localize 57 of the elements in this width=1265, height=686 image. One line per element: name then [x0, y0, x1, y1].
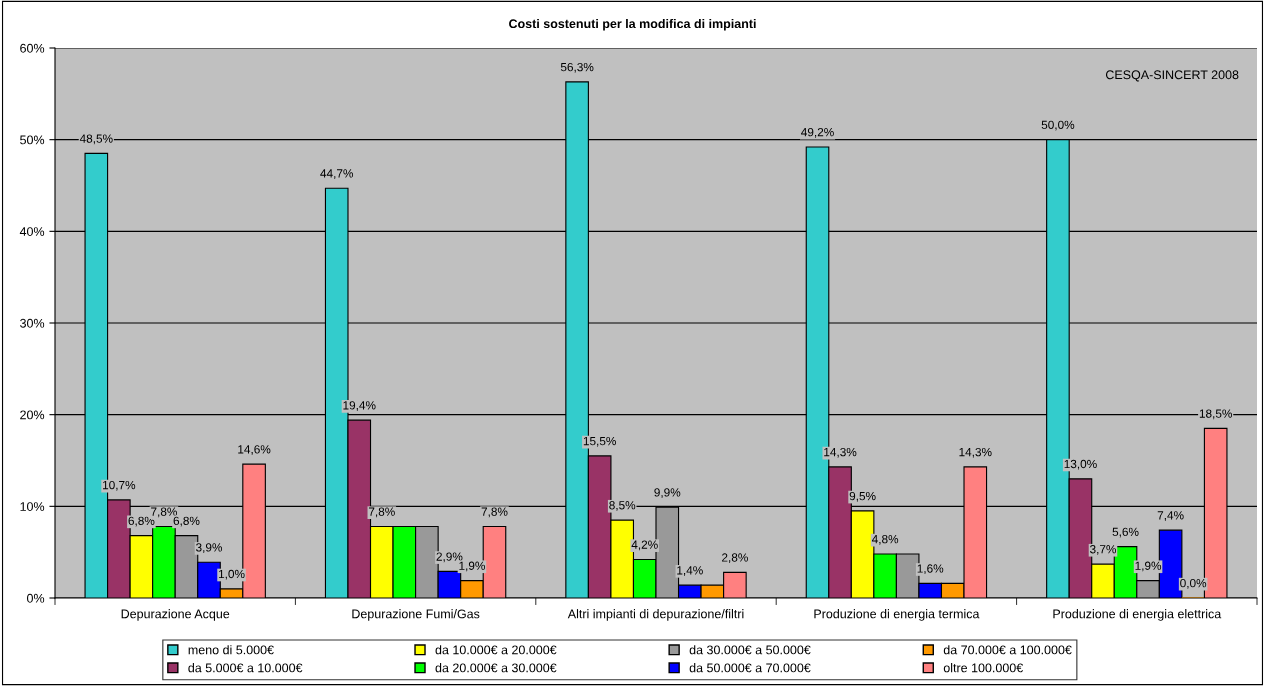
data-label: 14,6%	[238, 445, 271, 455]
data-label: 7,8%	[151, 507, 177, 518]
legend-label: meno di 5.000€	[188, 645, 274, 655]
data-label: 3,7%	[1089, 545, 1117, 555]
x-tick-label: Altri impianti di depurazione/filtri	[567, 609, 744, 621]
data-label: 44,7%	[320, 169, 354, 179]
legend-label: da 20.000€ a 30.000€	[435, 663, 557, 673]
data-label: 14,3%	[824, 447, 857, 458]
data-label: 4,8%	[871, 534, 899, 545]
data-label: 6,8%	[128, 516, 155, 527]
data-label: 6,8%	[173, 516, 200, 527]
data-label: 0,0%	[1180, 578, 1207, 589]
data-label: 18,5%	[1199, 409, 1232, 420]
data-label: 49,2%	[801, 127, 834, 138]
data-label: 9,5%	[849, 491, 876, 502]
legend-label: da 70.000€ a 100.000€	[943, 645, 1072, 655]
y-tick-label: 20%	[20, 410, 45, 420]
data-label: 3,9%	[196, 543, 223, 553]
x-tick-label: Depurazione Acque	[121, 609, 230, 621]
chart-title: Costi sostenuti per la modifica di impianti	[509, 18, 756, 31]
data-label: 13,0%	[1064, 459, 1097, 470]
y-tick-label: 40%	[19, 227, 45, 236]
data-label: 1,4%	[677, 566, 703, 576]
data-label: 19,4%	[343, 401, 376, 411]
y-tick-label: 30%	[20, 318, 45, 328]
data-label: 2,9%	[436, 552, 463, 563]
data-label: 7,8%	[481, 507, 508, 518]
data-label: 14,3%	[959, 447, 992, 458]
x-tick-label: Produzione di energia elettrica	[1053, 609, 1222, 621]
data-label: 7,8%	[368, 507, 395, 518]
data-label: 1,6%	[917, 564, 944, 575]
legend-label: da 5.000€ a 10.000€	[188, 663, 303, 673]
data-label: 10,7%	[103, 480, 136, 491]
data-label: 8,5%	[609, 501, 636, 511]
data-label: 1,9%	[1135, 561, 1162, 572]
legend-label: da 50.000€ a 70.000€	[689, 663, 811, 673]
data-label: 50,0%	[1041, 120, 1075, 131]
legend-label: oltre 100.000€	[943, 663, 1024, 673]
y-tick-label: 60%	[20, 43, 45, 53]
data-label: 15,5%	[583, 436, 616, 447]
data-label: 4,2%	[631, 540, 658, 551]
legend-label: da 30.000€ a 50.000€	[689, 645, 811, 655]
y-tick-label: 0%	[27, 593, 45, 603]
data-label: 1,0%	[218, 569, 245, 580]
y-tick-label: 50%	[20, 135, 45, 145]
data-label: 56,3%	[560, 62, 594, 73]
data-label: 2,8%	[722, 553, 748, 564]
data-label: 48,5%	[79, 134, 113, 145]
x-tick-label: Depurazione Fumi/Gas	[352, 609, 480, 621]
data-label: 7,4%	[1157, 511, 1184, 521]
y-tick-label: 10%	[20, 502, 45, 511]
data-label: 5,6%	[1112, 527, 1139, 538]
annotation: CESQA-SINCERT 2008	[1105, 70, 1239, 82]
legend-label: da 10.000€ a 20.000€	[435, 645, 557, 655]
data-label: 9,9%	[654, 488, 681, 498]
x-tick-label: Produzione di energia termica	[814, 609, 980, 621]
data-label: 1,9%	[459, 561, 485, 572]
